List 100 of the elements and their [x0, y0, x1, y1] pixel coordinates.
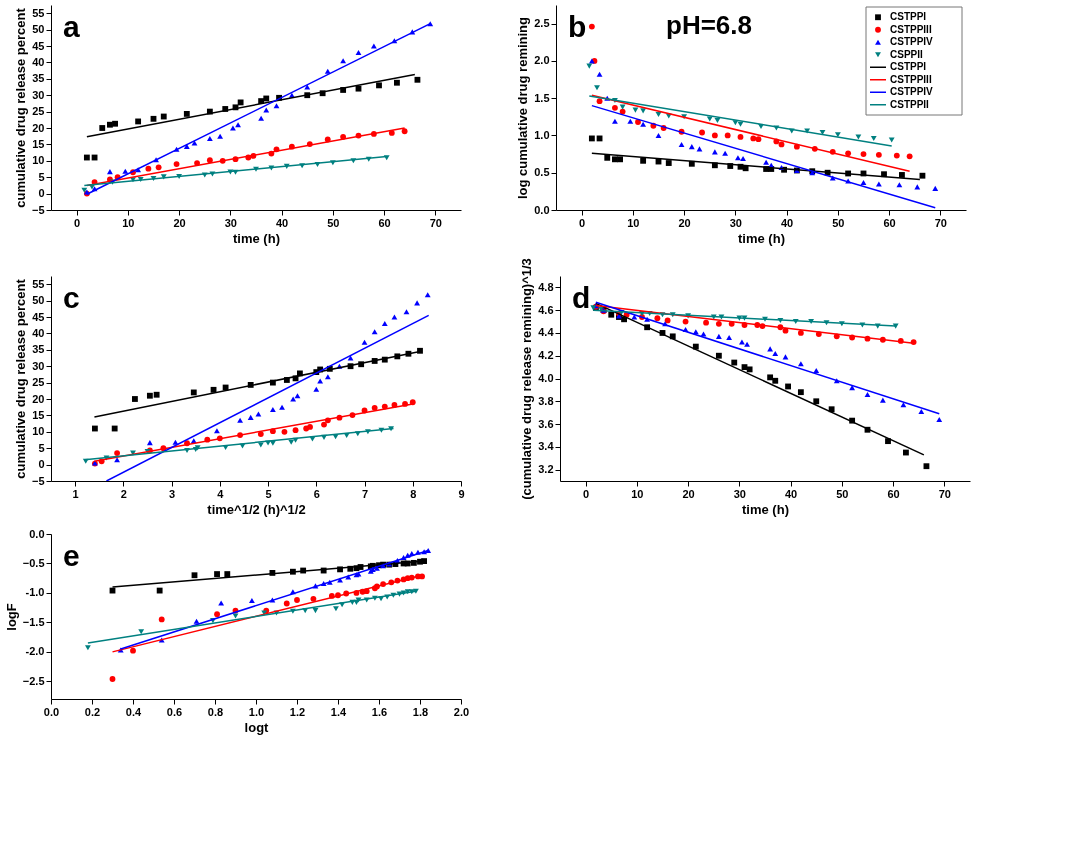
x-tick-label: 20	[682, 487, 695, 500]
legend-label: CSTPPI	[890, 61, 927, 73]
x-tick-label: 10	[631, 487, 644, 500]
legend-label: CSTPPIII	[890, 73, 932, 85]
x-tick-label: 40	[781, 216, 794, 229]
y-tick-label: 10	[32, 425, 45, 438]
x-tick-label: 50	[832, 216, 845, 229]
y-tick-label: 40	[32, 326, 45, 339]
y-axis-title: cumulative drug release percent	[12, 7, 28, 208]
y-tick-label: 45	[32, 310, 45, 323]
x-tick-label: 40	[276, 216, 289, 229]
x-tick-label: 0.4	[125, 705, 143, 718]
y-tick-label: 50	[32, 294, 45, 307]
y-tick-label: 4.6	[538, 303, 554, 316]
legend-label: CSTPPIV	[890, 36, 934, 48]
x-tick-label: 70	[934, 216, 947, 229]
y-tick-label: 2.5	[534, 17, 550, 30]
y-tick-label: 4.0	[538, 372, 554, 384]
x-tick-label: 40	[785, 487, 798, 500]
annotation: pH=6.8	[666, 10, 752, 40]
x-tick-label: 0	[74, 216, 81, 229]
y-tick-label: 25	[32, 105, 45, 118]
x-tick-label: 60	[887, 487, 900, 500]
y-tick-label: 1.0	[534, 128, 550, 141]
y-tick-label: 4.2	[538, 349, 554, 362]
y-tick-label: 15	[32, 408, 45, 421]
x-tick-label: 1.8	[412, 705, 429, 718]
x-axis-title: time^1/2 (h)^1/2	[207, 501, 306, 517]
x-tick-label: 50	[836, 487, 849, 500]
y-tick-label: 0	[38, 458, 45, 471]
x-tick-label: 30	[224, 216, 237, 229]
y-axis-title: cumulative drug release percent	[12, 278, 28, 479]
x-tick-label: 30	[733, 487, 746, 500]
y-axis-title: (cumulative drug release remining)^1/3	[519, 258, 535, 500]
y-tick-label: 45	[32, 39, 45, 52]
annotation: b	[568, 10, 587, 43]
x-tick-label: 5	[265, 487, 272, 500]
x-axis-title: time (h)	[738, 230, 785, 246]
x-tick-label: 0.2	[84, 705, 101, 718]
y-axis-title: logF	[3, 603, 19, 631]
y-tick-label: 20	[32, 392, 45, 405]
y-tick-label: −0.5	[22, 556, 45, 569]
x-tick-label: 60	[883, 216, 896, 229]
y-tick-label: -2.0	[25, 645, 45, 658]
x-axis-title: time (h)	[742, 501, 789, 517]
y-tick-label: 10	[32, 154, 45, 167]
y-tick-label: 55	[32, 6, 45, 19]
y-tick-label: 4.4	[538, 326, 555, 339]
legend-label: CSTPPII	[890, 98, 930, 110]
x-tick-label: 6	[313, 487, 320, 500]
y-axis-title: log cumulative drug remining	[515, 16, 531, 200]
x-tick-label: 20	[173, 216, 186, 229]
y-tick-label: 1.5	[534, 91, 550, 104]
x-tick-label: 9	[458, 487, 465, 500]
x-tick-label: 70	[938, 487, 951, 500]
x-tick-label: 2.0	[453, 705, 470, 718]
annotation: e	[63, 539, 80, 572]
annotation: c	[63, 281, 80, 314]
y-tick-label: 2.0	[534, 54, 550, 67]
x-tick-label: 7	[361, 487, 369, 500]
x-axis-title: logt	[244, 719, 270, 735]
y-tick-label: 0.5	[534, 166, 550, 179]
y-tick-label: 15	[32, 137, 45, 150]
x-tick-label: 10	[627, 216, 640, 229]
x-tick-label: 2	[120, 487, 127, 500]
x-tick-label: 30	[729, 216, 742, 229]
annotation: a	[63, 10, 80, 43]
x-tick-label: 1	[72, 487, 79, 500]
y-tick-label: 50	[32, 23, 45, 36]
y-tick-label: 35	[32, 72, 45, 85]
x-tick-label: 4	[217, 487, 225, 500]
x-tick-label: 60	[378, 216, 391, 229]
x-tick-label: 50	[327, 216, 340, 229]
y-tick-label: 30	[32, 359, 45, 372]
annotation: d	[572, 281, 591, 314]
y-tick-label: 40	[32, 55, 45, 68]
x-tick-label: 1.6	[371, 705, 388, 718]
x-tick-label: 1.0	[248, 705, 265, 718]
y-tick-label: −1.5	[22, 615, 45, 628]
y-tick-label: −2.5	[22, 674, 45, 687]
y-tick-label: 3.4	[538, 440, 555, 453]
legend-label: CSTPPIII	[890, 23, 932, 35]
x-tick-label: 0.6	[166, 705, 183, 718]
y-tick-label: 4.8	[538, 280, 554, 293]
x-tick-label: 1.2	[289, 705, 306, 718]
y-tick-label: 55	[32, 277, 45, 290]
legend-label: CSTPPIV	[890, 86, 934, 98]
y-tick-label: 0.0	[534, 203, 550, 216]
y-tick-label: 3.2	[538, 463, 554, 476]
y-tick-label: 0.0	[29, 527, 45, 540]
y-tick-label: 5	[38, 170, 45, 183]
y-tick-label: −5	[31, 203, 45, 216]
legend-label: CSTPPI	[890, 11, 927, 23]
x-tick-label: 20	[678, 216, 691, 229]
x-tick-label: 8	[410, 487, 417, 500]
x-tick-label: 0	[583, 487, 590, 500]
x-axis-title: time (h)	[233, 230, 280, 246]
y-tick-label: 0	[38, 187, 45, 200]
y-tick-label: 3.8	[538, 394, 554, 407]
x-tick-label: 3	[169, 487, 176, 500]
